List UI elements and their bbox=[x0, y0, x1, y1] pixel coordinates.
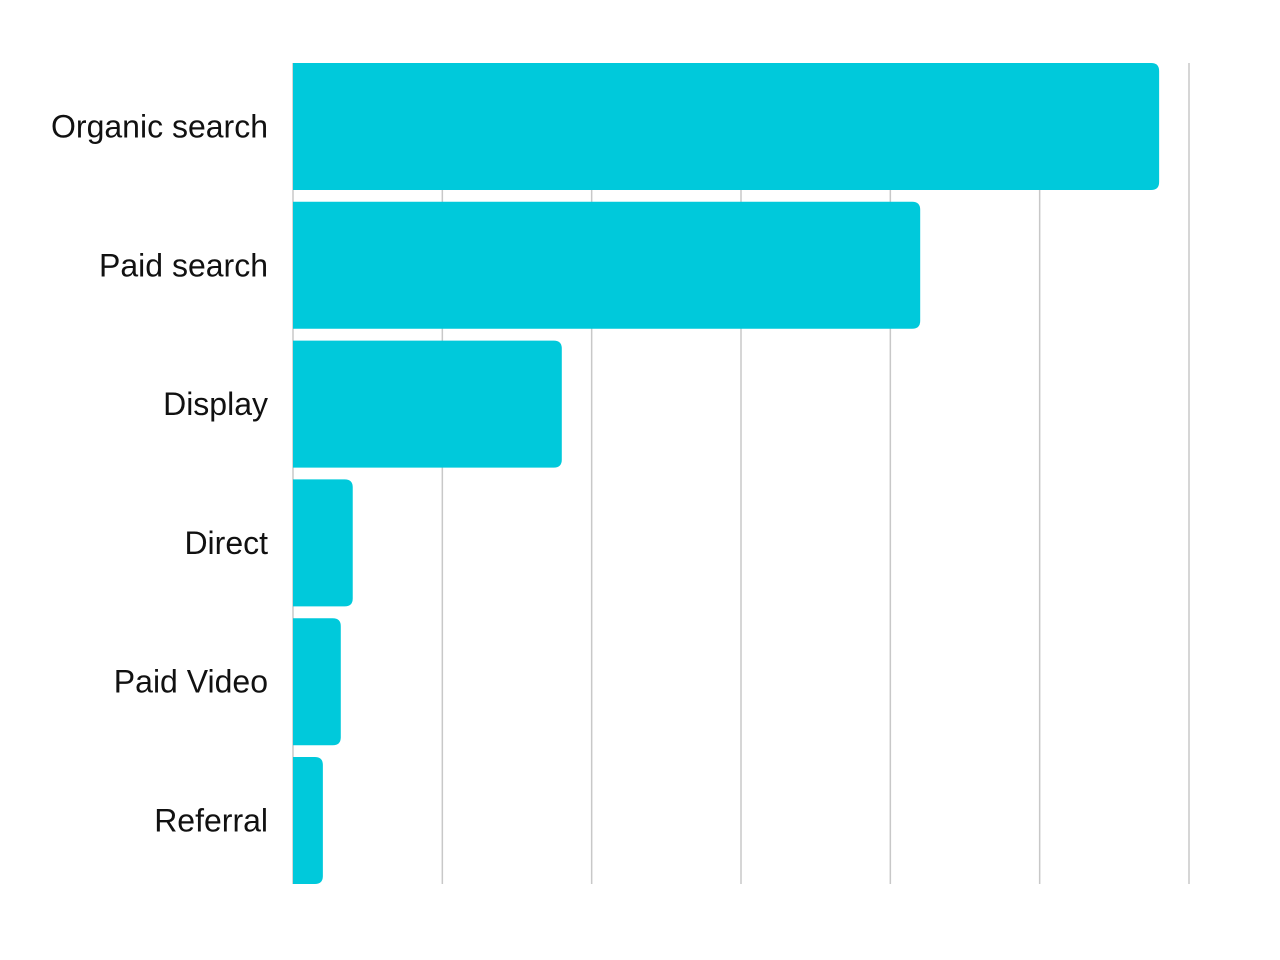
bars bbox=[293, 63, 1160, 884]
category-label-display: Display bbox=[163, 386, 268, 422]
category-labels: Organic search Paid search Display Direct Pa… bbox=[51, 109, 268, 839]
category-label-direct: Direct bbox=[184, 525, 268, 561]
bar-organic-search bbox=[293, 63, 1160, 190]
category-label-paid-search: Paid search bbox=[99, 247, 268, 283]
bar-paid-video bbox=[293, 618, 341, 746]
gridlines bbox=[292, 63, 1190, 884]
category-label-paid-video: Paid Video bbox=[114, 664, 268, 700]
bar-direct bbox=[293, 479, 353, 607]
category-label-organic-search: Organic search bbox=[51, 109, 268, 145]
bar-paid-search bbox=[293, 201, 921, 329]
bar-display bbox=[293, 340, 562, 468]
category-label-referral: Referral bbox=[154, 803, 268, 839]
bar-referral bbox=[293, 757, 323, 884]
